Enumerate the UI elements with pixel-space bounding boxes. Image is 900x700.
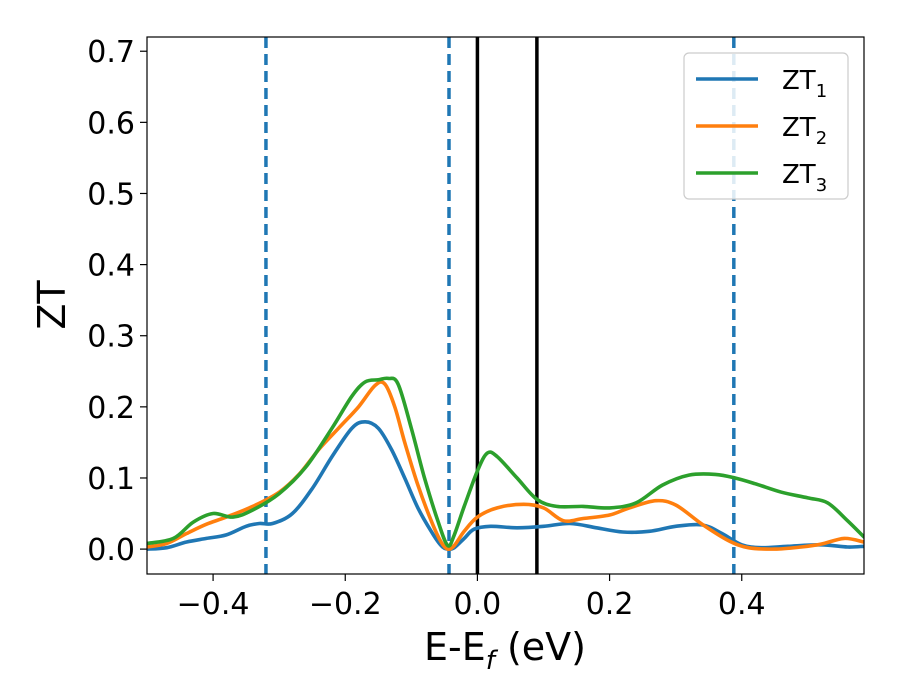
y-tick-label: 0.7 — [87, 35, 135, 70]
y-axis-title: ZT — [30, 280, 74, 330]
x-tick-label: 0.4 — [718, 587, 766, 622]
legend-label-zt2: ZT2 — [782, 113, 827, 149]
y-tick-label: 0.1 — [87, 462, 135, 497]
y-tick-label: 0.2 — [87, 391, 135, 426]
legend: ZT1 ZT2 ZT3 — [683, 52, 849, 200]
x-axis-title: E-Ef (eV) — [424, 625, 586, 676]
y-tick-label: 0.3 — [87, 320, 135, 355]
x-tick-label: −0.2 — [309, 587, 382, 622]
x-tick-label: 0.2 — [586, 587, 634, 622]
plot-frame — [146, 36, 865, 575]
y-axis: 0.0 0.1 0.2 0.3 0.4 0.5 0.6 0.7 — [87, 35, 147, 568]
y-tick-label: 0.4 — [87, 249, 135, 284]
series-line-zt3 — [147, 376, 864, 548]
y-tick-label: 0.0 — [87, 533, 135, 568]
x-tick-label: 0.0 — [454, 587, 502, 622]
legend-label-zt3: ZT3 — [782, 160, 827, 196]
series-layer — [147, 376, 864, 552]
reference-lines — [264, 37, 736, 574]
x-axis: −0.4 −0.2 0.0 0.2 0.4 — [177, 574, 766, 622]
x-tick-label: −0.4 — [177, 587, 250, 622]
y-tick-label: 0.6 — [87, 106, 135, 141]
legend-label-zt1: ZT1 — [782, 66, 827, 102]
legend-box — [683, 52, 849, 200]
y-tick-label: 0.5 — [87, 177, 135, 212]
